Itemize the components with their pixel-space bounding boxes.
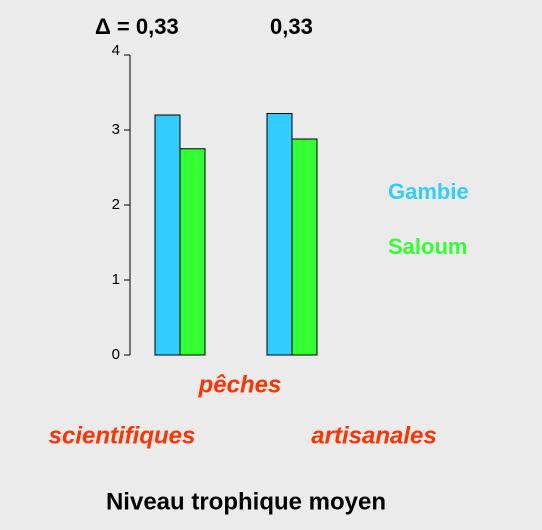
chart-title: Niveau trophique moyen [106,488,386,515]
bar [291,138,318,356]
x-tick-label: scientifiques [49,422,196,449]
bar [266,113,293,356]
y-tick-label: 3 [112,121,120,138]
annotation: Δ = 0,33 [95,14,179,39]
group-label: pêches [198,371,282,398]
annotation: 0,33 [270,14,313,39]
legend-label: Gambie [388,179,469,204]
y-tick-label: 4 [112,42,120,59]
bar [179,148,206,356]
legend-label: Saloum [388,234,467,259]
y-tick-label: 2 [112,196,120,213]
x-tick-label: artisanales [311,422,436,449]
y-tick-label: 1 [112,271,120,288]
bar [154,114,181,356]
y-tick-label: 0 [112,346,120,363]
